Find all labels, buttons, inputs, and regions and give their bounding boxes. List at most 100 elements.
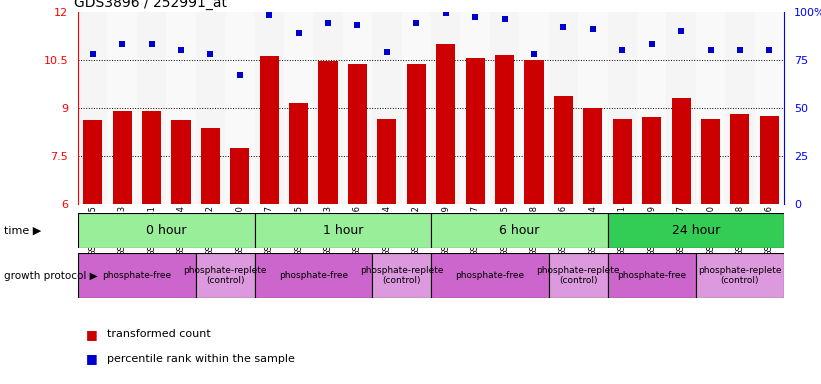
Bar — [431, 253, 548, 298]
Bar — [142, 111, 161, 204]
Bar — [172, 120, 190, 204]
Point — [616, 47, 629, 53]
Text: 24 hour: 24 hour — [672, 224, 720, 237]
Bar — [608, 253, 696, 298]
Point — [145, 41, 158, 47]
Bar — [195, 253, 255, 298]
Bar — [436, 43, 456, 204]
Point — [322, 20, 335, 26]
Bar — [78, 12, 108, 204]
Text: time ▶: time ▶ — [4, 225, 41, 235]
Bar — [554, 96, 573, 204]
Bar — [608, 12, 637, 204]
Bar — [78, 213, 255, 248]
Point — [204, 51, 217, 57]
Point — [527, 51, 540, 57]
Text: phosphate-free: phosphate-free — [279, 271, 348, 280]
Bar — [490, 12, 519, 204]
Bar — [314, 12, 343, 204]
Bar — [731, 114, 750, 204]
Bar — [637, 12, 667, 204]
Point — [704, 47, 717, 53]
Point — [498, 16, 511, 22]
Bar — [466, 58, 484, 204]
Bar — [201, 128, 220, 204]
Point — [410, 20, 423, 26]
Bar — [667, 12, 695, 204]
Bar — [401, 12, 431, 204]
Bar — [578, 12, 608, 204]
Point — [733, 47, 746, 53]
Bar — [230, 147, 250, 204]
Bar — [495, 55, 514, 204]
Text: phosphate-replete
(control): phosphate-replete (control) — [536, 266, 620, 285]
Text: phosphate-replete
(control): phosphate-replete (control) — [183, 266, 267, 285]
Bar — [548, 12, 578, 204]
Text: phosphate-free: phosphate-free — [456, 271, 525, 280]
Bar — [348, 65, 367, 204]
Point — [86, 51, 99, 57]
Bar — [525, 60, 544, 204]
Bar — [725, 12, 754, 204]
Text: phosphate-replete
(control): phosphate-replete (control) — [698, 266, 782, 285]
Bar — [548, 253, 608, 298]
Bar — [695, 253, 784, 298]
Bar — [642, 117, 661, 204]
Bar — [406, 65, 426, 204]
Text: GDS3896 / 252991_at: GDS3896 / 252991_at — [75, 0, 227, 10]
Text: ■: ■ — [86, 353, 98, 366]
Bar — [372, 253, 431, 298]
Point — [351, 22, 364, 28]
Bar — [701, 119, 720, 204]
Bar — [372, 12, 401, 204]
Bar — [519, 12, 548, 204]
Text: phosphate-replete
(control): phosphate-replete (control) — [360, 266, 443, 285]
Text: ■: ■ — [86, 328, 98, 341]
Bar — [583, 108, 603, 204]
Bar — [608, 213, 784, 248]
Point — [645, 41, 658, 47]
Bar — [672, 98, 690, 204]
Bar — [195, 12, 225, 204]
Point — [263, 12, 276, 18]
Bar — [255, 12, 284, 204]
Bar — [319, 61, 337, 204]
Bar — [431, 12, 461, 204]
Point — [763, 47, 776, 53]
Bar — [461, 12, 490, 204]
Text: phosphate-free: phosphate-free — [103, 271, 172, 280]
Text: 6 hour: 6 hour — [499, 224, 539, 237]
Text: transformed count: transformed count — [107, 329, 210, 339]
Point — [116, 41, 129, 47]
Bar — [284, 12, 314, 204]
Bar — [289, 103, 308, 204]
Bar — [108, 12, 137, 204]
Point — [439, 10, 452, 17]
Bar — [112, 111, 131, 204]
Bar — [225, 12, 255, 204]
Point — [557, 24, 570, 30]
Text: percentile rank within the sample: percentile rank within the sample — [107, 354, 295, 364]
Point — [380, 49, 393, 55]
Bar — [137, 12, 166, 204]
Text: growth protocol ▶: growth protocol ▶ — [4, 270, 98, 281]
Bar — [343, 12, 372, 204]
Bar — [83, 120, 103, 204]
Point — [469, 14, 482, 20]
Text: phosphate-free: phosphate-free — [617, 271, 686, 280]
Bar — [431, 213, 608, 248]
Point — [233, 72, 246, 78]
Point — [586, 26, 599, 32]
Bar — [696, 12, 725, 204]
Bar — [259, 56, 279, 204]
Bar — [255, 253, 372, 298]
Bar — [78, 253, 195, 298]
Point — [174, 47, 187, 53]
Bar — [612, 119, 632, 204]
Bar — [378, 119, 397, 204]
Text: 1 hour: 1 hour — [323, 224, 363, 237]
Bar — [166, 12, 195, 204]
Bar — [754, 12, 784, 204]
Bar — [759, 116, 779, 204]
Point — [675, 28, 688, 34]
